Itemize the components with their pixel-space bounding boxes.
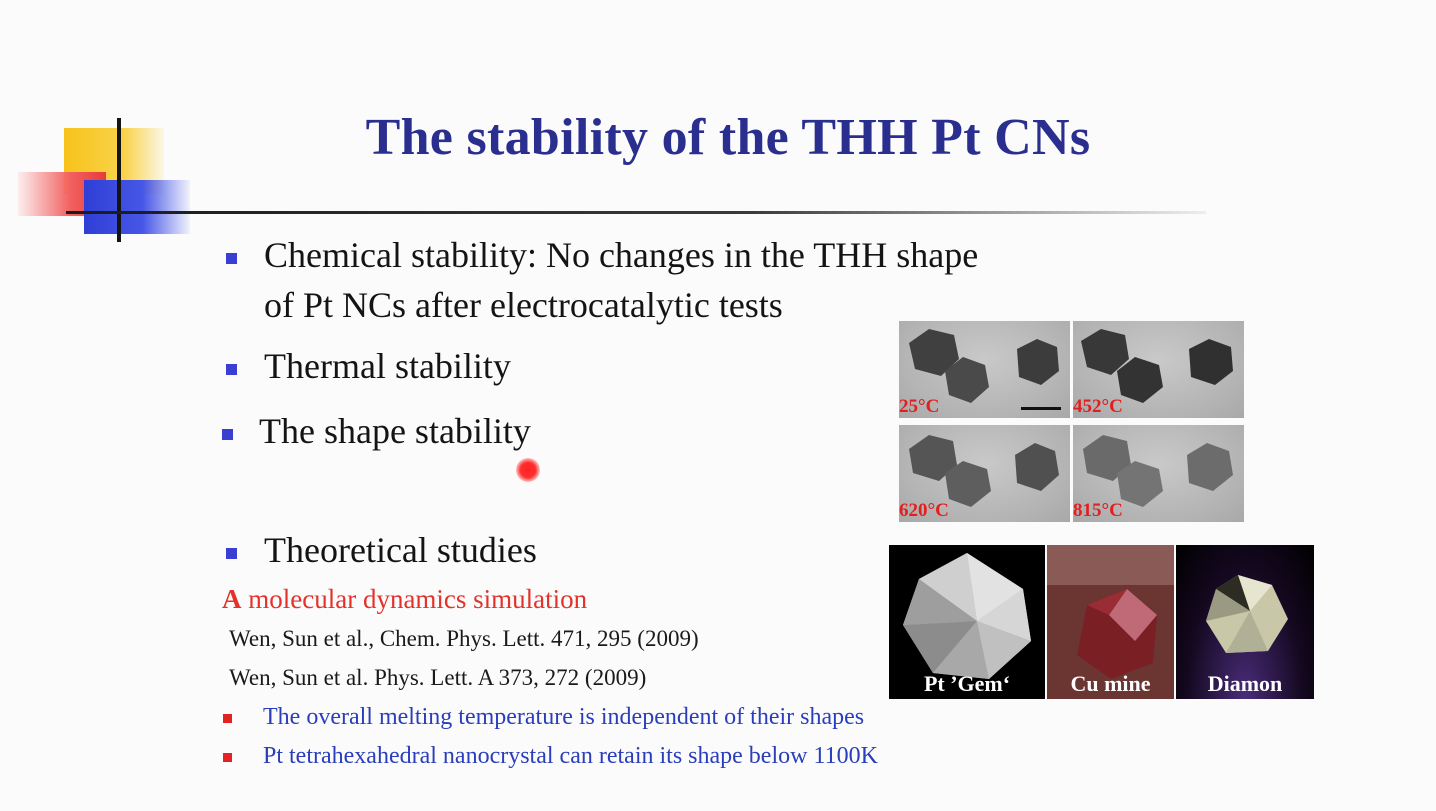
gem-label: Diamon [1207,671,1283,696]
nanocrystal-image [1083,435,1233,507]
note-melting: The overall melting temperature is indep… [263,704,865,730]
bullet-marker [226,253,237,264]
title-rule [66,211,1206,214]
tem-image-815c: 815°C [1073,425,1244,522]
scale-bar [1021,407,1061,410]
bullet-thermal: Thermal stability [264,346,511,386]
gem-label: Pt ’Gem‘ [923,671,1011,696]
decor-blue-bar [84,180,190,234]
nanocrystal-image [909,435,1059,507]
temperature-label: 620°C [899,500,949,521]
slide-title: The stability of the THH Pt CNs [365,109,1091,166]
bullet-marker [222,429,233,440]
diamond-image: Diamon [1176,545,1314,699]
cu-mine-image: Cu mine [1047,545,1174,699]
bullet-theoretical: Theoretical studies [264,530,537,570]
diamond-shape [1206,575,1288,653]
note-marker [223,714,232,723]
decor-vertical-line [117,118,121,242]
nanocrystal-image [1081,329,1233,403]
bullet-marker [226,548,237,559]
tem-image-452c: 452°C [1073,321,1244,418]
note-marker [223,753,232,762]
bullet-chemical-line2: of Pt NCs after electrocatalytic tests [264,285,783,325]
nanocrystal-image [909,329,1059,403]
bullet-marker [226,364,237,375]
temperature-label: 452°C [1073,396,1123,417]
note-retain-shape: Pt tetrahexahedral nanocrystal can retai… [263,743,878,769]
pt-gem-image: Pt ’Gem‘ [889,545,1045,699]
tem-image-620c: 620°C [899,425,1070,522]
bullet-shape: The shape stability [259,411,531,451]
cu-crystal-shape [1047,545,1174,699]
simulation-heading: A molecular dynamics simulation [222,584,588,614]
temperature-label: 815°C [1073,500,1123,521]
tem-image-25c: 25°C [899,321,1070,418]
reference-2: Wen, Sun et al. Phys. Lett. A 373, 272 (… [229,665,647,690]
laser-pointer-dot [516,458,540,482]
gem-label: Cu mine [1070,671,1151,696]
pt-crystal-shape [903,553,1031,679]
bullet-chemical-line1: Chemical stability: No changes in the TH… [264,235,979,275]
reference-1: Wen, Sun et al., Chem. Phys. Lett. 471, … [229,626,699,651]
temperature-label: 25°C [899,396,940,417]
